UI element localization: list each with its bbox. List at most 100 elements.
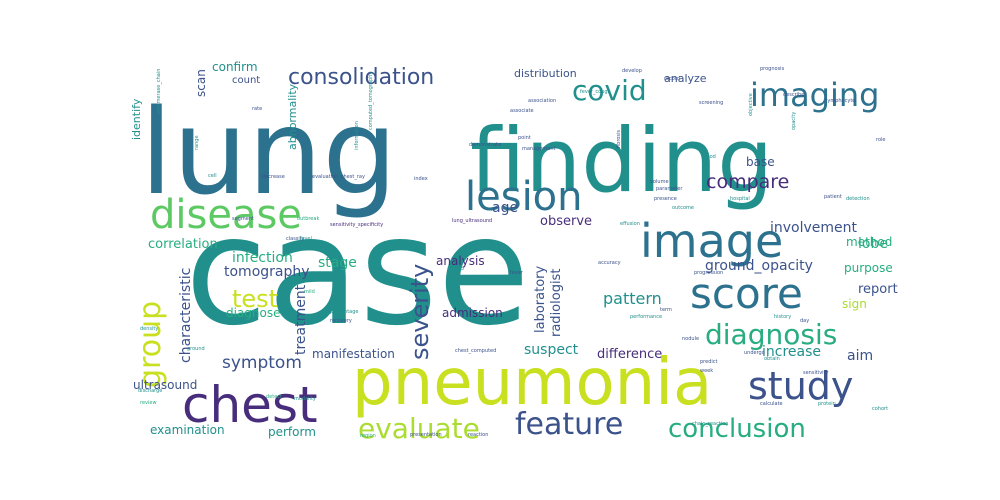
word-recovery: recovery	[330, 318, 352, 324]
word-perform: perform	[268, 425, 316, 439]
word-blood: blood	[702, 154, 716, 160]
word-undergo: undergo	[744, 350, 765, 356]
word-ultrasound: ultrasound	[133, 378, 197, 392]
word-day: day	[800, 318, 809, 324]
word-chest-computed: chest_computed	[455, 348, 496, 354]
word-suspect: suspect	[524, 342, 579, 358]
word-region: region	[360, 433, 376, 439]
word-hospital: hospital	[730, 196, 750, 202]
word-obtain: obtain	[764, 356, 780, 362]
word-segment: segment	[232, 216, 254, 222]
word-compare: compare	[706, 171, 789, 193]
word-conclusion: conclusion	[668, 414, 806, 444]
word-radiologist: radiologist	[549, 269, 564, 337]
word-record: record	[664, 76, 680, 82]
word-detect: detect	[266, 394, 282, 400]
word-stage: stage	[318, 255, 357, 271]
word-management: management	[522, 146, 556, 152]
word-ground: ground	[187, 346, 205, 352]
word-report: report	[858, 282, 898, 297]
word-sign: sign	[842, 297, 867, 311]
word-difference: difference	[597, 347, 662, 362]
word-sensitivity-specificity: sensitivity_specificity	[330, 222, 383, 228]
word-demonstrate: demonstrate	[469, 142, 501, 148]
word-percentage: percentage	[330, 309, 358, 315]
word-admission: admission	[442, 306, 503, 320]
word-presentation: presentation	[410, 432, 442, 438]
word-objective: objective	[748, 93, 754, 116]
word-observe: observe	[540, 214, 592, 229]
word-reaction: reaction	[468, 432, 488, 438]
word-detection: detection	[846, 196, 870, 202]
word-imaging: imaging	[750, 76, 879, 114]
word-modality: modality	[294, 396, 316, 402]
word-term: term	[660, 307, 672, 313]
word-outcome: outcome	[672, 205, 694, 211]
word-characteristic: characteristic	[178, 268, 194, 363]
word-group: group	[133, 301, 168, 388]
word-base: base	[746, 155, 775, 169]
word-cell: cell	[208, 173, 217, 179]
word-association: association	[528, 98, 556, 104]
word-treatment: treatment	[293, 284, 309, 355]
word-purpose: purpose	[844, 261, 893, 275]
word-manifestation: manifestation	[312, 347, 395, 361]
word-severity: severity	[406, 264, 434, 360]
word-distribution: distribution	[514, 67, 577, 80]
word-lesion: lesion	[465, 174, 583, 220]
word-sensitivity: sensitivity	[803, 370, 829, 376]
word-analyze: analyze	[664, 72, 707, 85]
word-describe: describe	[783, 92, 804, 98]
word-polymerase-chain: polymerase_chain	[156, 69, 162, 114]
word-point: point	[518, 135, 531, 141]
word-decrease: decrease	[262, 174, 285, 180]
word-parameter: parameter	[656, 186, 683, 192]
word-protein: protein	[818, 401, 836, 407]
word-level: level	[300, 236, 312, 242]
word-calculate: calculate	[760, 401, 783, 407]
word-case: case	[185, 185, 530, 359]
word-progression: progression	[694, 270, 723, 276]
word-age: age	[492, 200, 518, 216]
word-patient: patient	[824, 194, 842, 200]
word-fever-cough: fever_cough	[580, 89, 611, 95]
word-increase: increase	[762, 344, 821, 360]
word-method: method	[846, 235, 892, 249]
word-history: history	[774, 314, 791, 320]
word-involvement: involvement	[770, 220, 858, 236]
word-image: image	[640, 214, 783, 268]
word-accuracy: accuracy	[598, 260, 621, 266]
word-tomography: tomography	[224, 264, 310, 280]
word-scan: scan	[194, 69, 208, 97]
word-diagnosis: diagnosis	[705, 318, 837, 351]
word-lung-ultrasound: lung_ultrasound	[452, 218, 492, 224]
word-cohort: cohort	[872, 406, 888, 412]
word-correlation: correlation	[148, 237, 218, 252]
word-aim: aim	[847, 348, 873, 364]
word-disease: disease	[150, 192, 302, 238]
word-fibrosis: fibrosis	[616, 130, 622, 148]
word-associate: associate	[510, 108, 534, 114]
word-discharge: discharge	[138, 388, 162, 394]
word-effusion: effusion	[620, 221, 640, 227]
word-covid: covid	[572, 74, 647, 107]
word-review: review	[140, 400, 157, 406]
word-consolidation: consolidation	[288, 65, 434, 90]
word-lobe: lobe	[858, 236, 888, 252]
word-information: information	[354, 121, 360, 150]
word-computed-tomography: computed_tomography	[368, 72, 374, 130]
word-pattern: pattern	[603, 289, 662, 308]
word-evaluation-chest-ray: evaluation_chest_ray	[312, 174, 365, 180]
word-prognosis: prognosis	[760, 66, 785, 72]
word-symptom: symptom	[222, 353, 302, 373]
word-volume: volume	[650, 179, 669, 185]
word-role: role	[876, 137, 885, 143]
word-screening: screening	[699, 100, 723, 106]
word-week: week	[700, 368, 713, 374]
word-child: child	[452, 266, 464, 272]
word-density: density	[140, 326, 158, 332]
word-abnormality: abnormality	[286, 83, 299, 150]
word-examination: examination	[150, 423, 225, 437]
word-rate: rate	[252, 106, 262, 112]
